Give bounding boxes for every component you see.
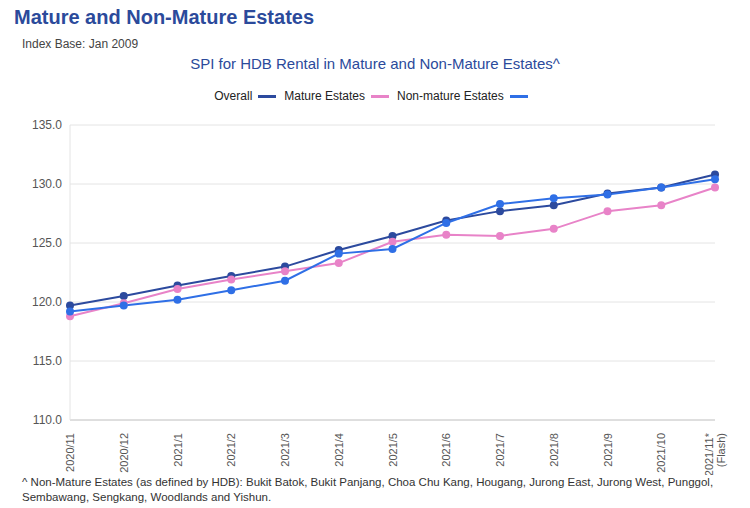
svg-text:2021/3: 2021/3 xyxy=(279,433,291,467)
svg-text:130.0: 130.0 xyxy=(32,177,62,191)
svg-text:125.0: 125.0 xyxy=(32,236,62,250)
svg-text:2021/5: 2021/5 xyxy=(387,433,399,467)
svg-text:2021/2: 2021/2 xyxy=(225,433,237,467)
html-text:Overall: Overall xyxy=(214,89,253,103)
svg-text:2021/11*(Flash): 2021/11*(Flash) xyxy=(703,432,727,475)
html-text:SPI for HDB Rental in Mature a: SPI for HDB Rental in Mature and Non-Mat… xyxy=(190,55,560,72)
svg-text:2021/7: 2021/7 xyxy=(494,433,506,467)
svg-text:110.0: 110.0 xyxy=(33,413,62,427)
svg-text:2021/10: 2021/10 xyxy=(655,433,667,473)
svg-text:135.0: 135.0 xyxy=(32,118,62,132)
html-text:Non-mature Estates: Non-mature Estates xyxy=(397,89,504,103)
svg-text:2021/6: 2021/6 xyxy=(440,433,452,467)
svg-text:2021/1: 2021/1 xyxy=(172,433,184,467)
html-text:Mature and Non-Mature Estates: Mature and Non-Mature Estates xyxy=(14,6,315,28)
html-text:^ Non-Mature Estates (as defin: ^ Non-Mature Estates (as defined by HDB)… xyxy=(22,476,714,503)
svg-text:2021/8: 2021/8 xyxy=(548,433,560,467)
svg-text:2020/12: 2020/12 xyxy=(118,433,130,473)
svg-text:2021/4: 2021/4 xyxy=(333,433,345,467)
html-text:Index Base: Jan 2009: Index Base: Jan 2009 xyxy=(22,37,139,51)
html-text:Mature Estates: Mature Estates xyxy=(284,89,365,103)
svg-text:115.0: 115.0 xyxy=(33,354,62,368)
svg-text:120.0: 120.0 xyxy=(32,295,62,309)
svg-text:2021/9: 2021/9 xyxy=(602,433,614,467)
svg-text:2020/11: 2020/11 xyxy=(64,433,76,472)
